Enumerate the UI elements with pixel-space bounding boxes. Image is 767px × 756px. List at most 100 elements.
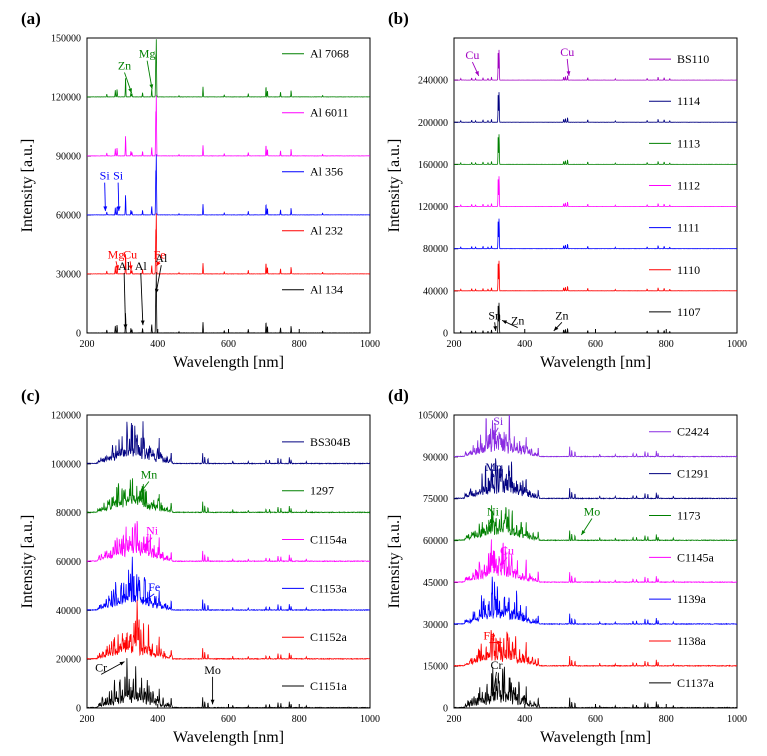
peak-annotation: Cu [500,544,514,558]
legend-label: Al 232 [310,224,343,238]
annotation-arrow [104,182,106,212]
peak-annotation: Fe [148,580,160,594]
peak-annotation: Mo [584,504,601,518]
annotation-arrowhead [140,488,145,494]
y-tick-label: 120000 [51,93,81,104]
x-tick-label: 600 [588,339,603,350]
series-line [454,176,737,208]
y-tick-label: 80000 [423,244,448,255]
series-line [454,415,737,458]
x-tick-label: 400 [150,339,165,350]
panel-2: (b) 200 400 600 800 1000 0 40000 80000 120000 1600… [386,9,747,371]
legend-label: Al 6011 [310,106,349,120]
y-tick-label: 200000 [418,118,448,129]
peak-annotation: Mo [204,663,221,677]
series-line [454,218,737,250]
peak-annotation: Mn [485,460,502,474]
annotation-arrowhead [581,530,586,535]
series-line [87,599,370,661]
x-tick-label: 1000 [360,714,380,725]
peak-annotation: Mn [141,467,158,481]
peak-annotation: Cr [95,660,107,674]
peak-annotation: Mg [108,247,125,261]
y-tick-label: 30000 [423,620,448,631]
panel-label: (b) [388,9,409,28]
annotation-arrowhead [128,88,132,94]
series-line [454,539,737,584]
x-tick-label: 200 [80,714,95,725]
x-axis-title: Wavelength [nm] [540,354,651,371]
annotation-arrowhead [566,71,571,76]
y-tick-label: 240000 [418,76,448,87]
annotation-arrowhead [140,320,145,326]
peak-annotation: Si [493,414,504,428]
peak-annotation: Cu [560,45,574,59]
annotation-arrowhead [116,206,121,212]
y-tick-label: 105000 [418,411,448,422]
series-line [454,260,737,292]
series-line [87,39,370,99]
y-tick-label: 15000 [423,662,448,673]
annotation-arrowhead [128,265,133,271]
peak-annotation: Cr [490,658,502,672]
annotation-arrowhead [115,265,119,271]
peak-annotation: Al [135,259,148,273]
series-line [87,556,370,612]
x-tick-label: 800 [292,339,307,350]
legend-label: 1113 [677,136,700,150]
y-axis-title: Intensity [a.u.] [19,515,36,609]
annotation-arrowhead [143,597,149,602]
series-line [454,666,737,708]
series-line [454,458,737,500]
x-tick-label: 600 [221,339,236,350]
panel-3: (c) 200 400 600 800 1000 0 20000 40000 60000 80000… [19,386,380,746]
annotation-arrowhead [491,474,495,480]
x-tick-label: 1000 [360,339,380,350]
annotation-arrowhead [475,70,479,76]
peak-annotation: Sn [488,308,501,322]
series-line [454,302,737,333]
x-tick-label: 400 [517,339,532,350]
peak-annotation: Al [118,259,131,273]
series-line [454,576,737,626]
x-tick-label: 200 [447,714,462,725]
x-tick-label: 1000 [727,714,747,725]
annotation-arrowhead [143,543,149,549]
y-tick-label: 60000 [56,211,81,222]
annotation-arrow [140,273,144,326]
y-axis-title: Intensity [a.u.] [19,139,36,233]
x-tick-label: 800 [659,339,674,350]
annotation-arrowhead [156,261,161,267]
legend-label: C2424 [677,425,709,439]
peak-annotation: Fe [483,629,495,643]
panel-label: (c) [21,386,40,405]
y-tick-label: 150000 [51,34,81,45]
peak-annotation: Zn [118,58,131,72]
y-axis-title: Intensity [a.u.] [386,139,403,233]
annotation-arrow [123,273,127,330]
legend-label: C1154a [310,533,348,547]
annotation-arrowhead [489,518,494,524]
annotation-arrowhead [499,560,505,566]
y-tick-label: 0 [76,704,81,715]
series-line [454,134,737,165]
x-tick-label: 400 [150,714,165,725]
y-tick-label: 60000 [423,536,448,547]
annotation-arrowhead [119,661,125,666]
peak-annotation: Cu [465,48,479,62]
legend-label: C1152a [310,630,348,644]
series-line [87,154,370,216]
peak-annotation: Si [100,169,111,183]
legend-label: 1114 [677,94,700,108]
series-line [87,213,370,275]
legend-label: 1173 [677,508,701,522]
annotation-arrowhead [103,206,108,212]
peak-annotation: Zn [555,308,568,322]
annotation-arrow [146,60,153,90]
y-tick-label: 40000 [423,286,448,297]
peak-annotation: Cu [123,247,137,261]
series-line [454,505,737,542]
legend-label: 1138a [677,634,707,648]
series-line [87,658,370,708]
